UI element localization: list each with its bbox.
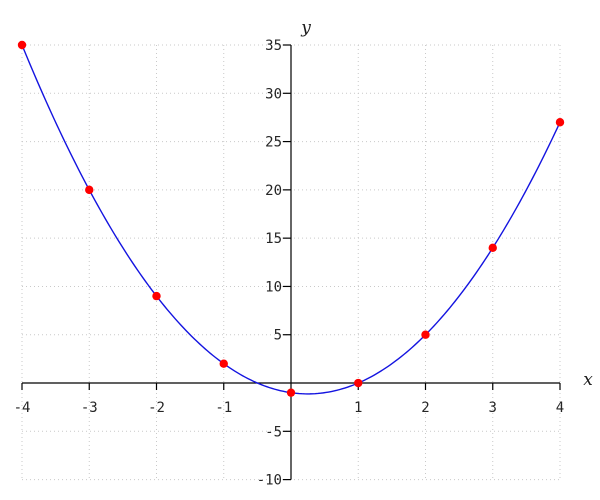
x-tick-label: 1 bbox=[354, 400, 362, 416]
y-tick-label: 20 bbox=[265, 183, 282, 199]
data-point bbox=[421, 330, 430, 339]
tick-labels: -4 -3 -2 -1 1 2 3 4 -10 -5 5 10 15 20 25 30 35 bbox=[14, 38, 565, 489]
y-tick-label: 5 bbox=[274, 328, 282, 344]
data-point bbox=[17, 40, 27, 50]
x-axis-label: x bbox=[583, 370, 593, 390]
y-tick-label: 10 bbox=[265, 279, 282, 295]
y-tick-label: 15 bbox=[265, 231, 282, 247]
data-point bbox=[354, 378, 363, 388]
x-tick-label: 3 bbox=[489, 400, 497, 416]
data-point bbox=[85, 185, 94, 195]
data-point bbox=[488, 243, 497, 253]
x-tick-label: -2 bbox=[148, 400, 165, 416]
y-tick-label: -5 bbox=[265, 424, 282, 440]
y-tick-label: 25 bbox=[265, 135, 282, 151]
x-tick-label: -4 bbox=[14, 400, 31, 416]
y-tick-label: 30 bbox=[265, 86, 282, 102]
data-point bbox=[286, 388, 296, 397]
y-tick-label: 35 bbox=[265, 38, 282, 54]
data-point bbox=[152, 291, 161, 301]
y-tick-label: -10 bbox=[257, 473, 282, 489]
x-tick-label: -1 bbox=[215, 400, 232, 416]
y-axis-label: y bbox=[300, 18, 311, 38]
x-tick-label: 4 bbox=[556, 400, 564, 416]
x-tick-label: 2 bbox=[421, 400, 429, 416]
data-point bbox=[219, 359, 228, 368]
data-points bbox=[17, 40, 565, 397]
axes bbox=[21, 44, 561, 481]
data-point bbox=[555, 118, 565, 127]
x-tick-label: -3 bbox=[81, 400, 98, 416]
